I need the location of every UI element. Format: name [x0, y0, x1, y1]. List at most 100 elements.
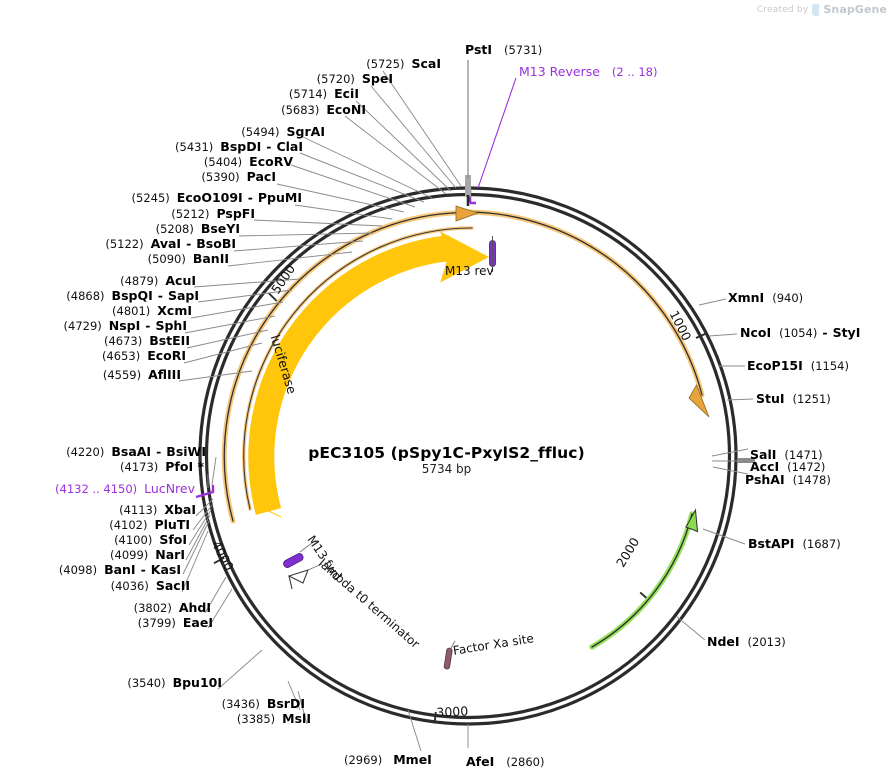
feature-factor-xa-site[interactable]	[443, 640, 456, 670]
site-label-sali[interactable]: SalI (1471)	[750, 448, 823, 462]
site-name: ScaI	[411, 56, 442, 71]
snapgene-logo-icon	[811, 3, 820, 16]
site-name: Bpu10I	[172, 675, 222, 690]
site-label-spei[interactable]: (5720) SpeI	[0, 72, 393, 86]
site-name: StuI	[756, 391, 785, 406]
site-name-alt: KasI	[150, 562, 181, 577]
feature-green-arrow[interactable]	[589, 508, 699, 650]
site-position: (4653)	[101, 349, 141, 363]
site-position: (5404)	[203, 155, 243, 169]
site-position: (4113)	[119, 503, 158, 517]
feature-luciferase[interactable]	[242, 226, 490, 518]
site-name: BsrDI	[266, 696, 305, 711]
plasmid-size: 5734 bp	[421, 462, 472, 476]
site-name: EaeI	[182, 615, 213, 630]
site-position: (4036)	[110, 579, 149, 593]
site-label-sgrai[interactable]: (5494) SgrAI	[0, 124, 325, 139]
site-label-sfoi[interactable]: (4100) SfoI	[0, 533, 187, 547]
site-label-xbai[interactable]: (4113) XbaI	[0, 503, 196, 517]
site-position: (940)	[772, 291, 804, 305]
site-position: (4098)	[58, 563, 98, 577]
site-label-mmeI[interactable]: (2969) MmeI	[344, 753, 432, 767]
site-position: (4801)	[112, 304, 151, 318]
site-name-alt: ClaI	[276, 139, 303, 154]
site-label-lucnrev[interactable]: (4132 .. 4150) LucNrev	[0, 482, 195, 496]
site-name: BstAPI	[748, 536, 795, 551]
site-label-ncoi[interactable]: NcoI (1054) - StyI	[740, 325, 860, 340]
site-position: (2969)	[344, 753, 383, 767]
site-position: (1472)	[787, 460, 826, 474]
site-label-scai[interactable]: (5725) ScaI	[0, 56, 442, 71]
site-label-pspfi[interactable]: (5212) PspFI	[0, 206, 255, 221]
site-label-nspi[interactable]: (4729) NspI - SphI	[0, 318, 187, 333]
feature-label-m13-rev[interactable]: M13 rev	[445, 264, 494, 278]
primer-name: M13 Reverse	[519, 64, 600, 79]
site-label-ecop15i[interactable]: EcoP15I (1154)	[747, 359, 849, 373]
site-label-sacii[interactable]: (4036) SacII	[0, 579, 190, 593]
site-label-paci[interactable]: (5390) PacI	[0, 170, 276, 184]
site-name: AflIII	[148, 367, 181, 382]
site-label-pshai[interactable]: PshAI (1478)	[745, 473, 831, 487]
site-label-bstapi[interactable]: BstAPI (1687)	[748, 536, 841, 551]
site-position: (5245)	[131, 191, 170, 205]
site-label-avai[interactable]: (5122) AvaI - BsoBI	[0, 237, 236, 251]
site-label-acci[interactable]: AccI (1472)	[750, 460, 826, 474]
site-label-ecoo109i[interactable]: (5245) EcoO109I - PpuMI	[0, 190, 302, 205]
site-name: BseYI	[200, 221, 240, 236]
site-label-ecorv[interactable]: (5404) EcoRV	[0, 154, 293, 169]
site-label-bani[interactable]: (4098) BanI - KasI	[0, 562, 181, 577]
site-label-bsrdi[interactable]: (3436) BsrDI	[0, 696, 305, 711]
site-name: PspFI	[216, 206, 255, 221]
site-label-pluti[interactable]: (4102) PluTI	[0, 518, 190, 532]
site-label-pstI[interactable]: PstI (5731)	[465, 43, 542, 57]
site-name: MslI	[282, 711, 311, 726]
primer-m13-fwd[interactable]	[282, 539, 317, 569]
site-label-bspdi[interactable]: (5431) BspDI - ClaI	[0, 139, 303, 154]
site-label-bseyi[interactable]: (5208) BseYI	[0, 221, 240, 236]
feature-orange-arc[interactable]	[465, 209, 710, 418]
primer-lucnrev[interactable]	[195, 485, 215, 499]
plasmid-name: pEC3105 (pSpy1C-PxylS2_ffluc)	[308, 444, 585, 462]
site-label-eaei[interactable]: (3799) EaeI	[0, 615, 213, 630]
site-position: (4132 .. 4150)	[55, 482, 138, 496]
primer-range: (2 .. 18)	[611, 65, 658, 79]
site-label-ndei[interactable]: NdeI (2013)	[707, 635, 786, 649]
primer-label-m13-reverse[interactable]: M13 Reverse (2 .. 18)	[519, 64, 658, 79]
site-position: (3540)	[127, 676, 166, 690]
site-label-bspqi[interactable]: (4868) BspQI - SapI	[0, 289, 199, 303]
site-name: EcoRV	[249, 154, 293, 169]
site-name: XcmI	[157, 303, 192, 318]
site-label-xcmi[interactable]: (4801) XcmI	[0, 303, 192, 318]
site-position: (5212)	[171, 207, 210, 221]
site-label-msli[interactable]: (3385) MslI	[0, 711, 311, 726]
site-label-pfoi[interactable]: (4173) PfoI *	[0, 460, 204, 474]
site-label-econi[interactable]: (5683) EcoNI	[0, 103, 366, 117]
site-label-xmni[interactable]: XmnI (940)	[728, 291, 804, 305]
site-label-afeI[interactable]: AfeI (2860)	[466, 755, 544, 769]
site-name-separator: -	[145, 318, 151, 333]
site-label-bpu10i[interactable]: (3540) Bpu10I	[0, 675, 222, 690]
site-label-stui[interactable]: StuI (1251)	[756, 391, 831, 406]
site-name: NspI	[108, 318, 141, 333]
site-name: SgrAI	[286, 124, 325, 139]
leader-lines	[178, 70, 754, 752]
site-name-separator: -	[822, 325, 828, 340]
feature-orange-arc-left[interactable]	[221, 205, 480, 524]
site-label-banii[interactable]: (5090) BanII	[0, 252, 229, 266]
primer-m13-rev[interactable]	[489, 236, 496, 272]
site-label-bsteii[interactable]: (4673) BstEII	[0, 333, 190, 348]
site-position: (4099)	[110, 548, 149, 562]
site-label-afliii[interactable]: (4559) AflIII	[0, 367, 181, 382]
site-label-ecii[interactable]: (5714) EciI	[0, 87, 359, 101]
site-label-bsaai[interactable]: (4220) BsaAI - BsiWI	[0, 445, 206, 459]
site-position: (5494)	[241, 125, 280, 139]
site-label-ecori[interactable]: (4653) EcoRI	[0, 349, 186, 363]
site-name: BstEII	[149, 333, 190, 348]
site-position: (4729)	[63, 319, 102, 333]
site-label-ahdi[interactable]: (3802) AhdI	[0, 601, 211, 615]
feature-lambda-t0-terminator[interactable]	[287, 563, 323, 590]
site-label-acui[interactable]: (4879) AcuI	[0, 274, 196, 288]
site-label-nari[interactable]: (4099) NarI	[0, 548, 185, 562]
site-name-alt: PpuMI	[257, 190, 302, 205]
